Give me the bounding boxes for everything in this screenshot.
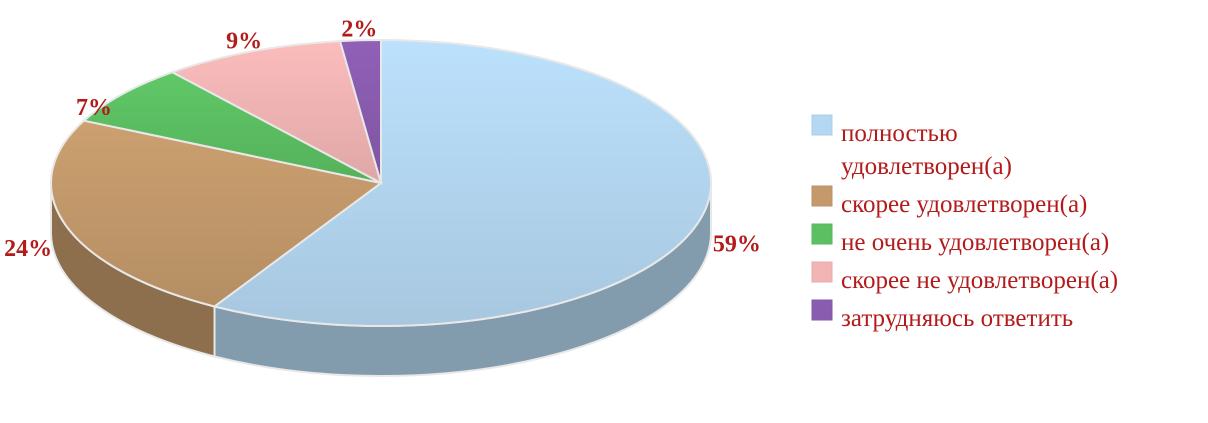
legend-label: удовлетворен(а) xyxy=(841,153,1012,180)
pie-slice-затрудняюсь-ответить xyxy=(338,38,382,184)
legend-swatch xyxy=(811,114,833,136)
legend-label: полностью xyxy=(841,120,958,147)
pie-slice-не-очень-удовлетворен-а xyxy=(81,71,382,184)
legend-swatch xyxy=(811,261,833,283)
data-label: 9% xyxy=(226,29,262,55)
data-label: 24% xyxy=(4,236,52,262)
legend-item-скорее-не-удовлетворен-а: скорее не удовлетворен(а) xyxy=(811,261,1118,294)
legend-item-скорее-удовлетворен-а: скорее удовлетворен(а) xyxy=(811,185,1087,218)
legend-swatch xyxy=(811,299,833,321)
legend-item-полностью-удовлетворен-а: полностью удовлетворен(а) xyxy=(811,114,1012,180)
legend-label: не очень удовлетворен(а) xyxy=(841,229,1109,256)
pie-slice-скорее-удовлетворен-а xyxy=(50,119,384,308)
data-labels: 59% 24% 7% 9% 2% xyxy=(4,16,761,262)
pie-slice-скорее-не-удовлетворен-а xyxy=(169,40,383,185)
data-label: 59% xyxy=(713,232,761,258)
pie-tops xyxy=(50,38,712,327)
legend-label: скорее удовлетворен(а) xyxy=(841,191,1087,218)
legend-item-не-очень-удовлетворен-а: не очень удовлетворен(а) xyxy=(811,223,1109,256)
legend-swatch xyxy=(811,223,833,245)
legend: полностью удовлетворен(а) скорее удовлетво… xyxy=(811,114,1118,332)
legend-item-затрудняюсь-ответить: затрудняюсь ответить xyxy=(811,299,1073,332)
data-label: 2% xyxy=(341,16,377,42)
pie-slice-полностью-удовлетворен-а xyxy=(212,38,712,327)
legend-label: затрудняюсь ответить xyxy=(841,305,1073,332)
data-label: 7% xyxy=(76,95,112,121)
legend-swatch xyxy=(811,185,833,207)
legend-label: скорее не удовлетворен(а) xyxy=(841,267,1118,294)
